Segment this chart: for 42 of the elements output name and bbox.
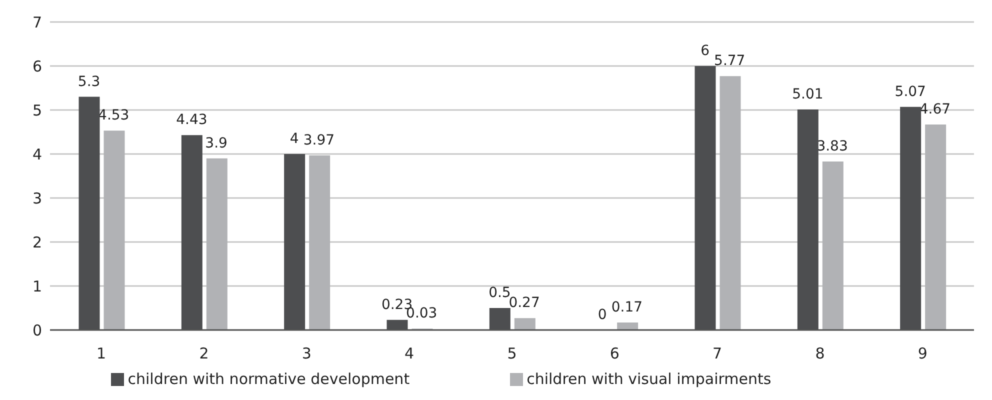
x-tick-label: 3 bbox=[302, 344, 312, 363]
y-tick-label: 0 bbox=[32, 321, 42, 340]
data-label: 4.43 bbox=[176, 112, 208, 128]
bar bbox=[617, 322, 638, 330]
x-tick-label: 4 bbox=[404, 344, 414, 363]
legend-label: children with normative development bbox=[128, 370, 410, 388]
legend-label: children with visual impairments bbox=[526, 370, 772, 388]
x-tick-label: 7 bbox=[712, 344, 722, 363]
x-tick-label: 2 bbox=[199, 344, 209, 363]
bar bbox=[720, 76, 741, 330]
data-label: 4 bbox=[290, 131, 299, 147]
data-label: 4.67 bbox=[919, 102, 951, 118]
bar bbox=[104, 130, 125, 330]
x-tick-label: 1 bbox=[96, 344, 106, 363]
data-label: 0.5 bbox=[488, 285, 511, 301]
x-tick-label: 6 bbox=[610, 344, 620, 363]
y-tick-label: 1 bbox=[32, 277, 42, 296]
bar bbox=[309, 155, 330, 330]
y-tick-label: 3 bbox=[32, 189, 42, 208]
data-label: 5.07 bbox=[894, 84, 926, 100]
y-tick-label: 2 bbox=[32, 233, 42, 252]
data-label: 0 bbox=[598, 307, 607, 323]
data-label: 3.97 bbox=[303, 132, 335, 148]
y-tick-label: 6 bbox=[32, 57, 42, 76]
data-label: 5.3 bbox=[78, 74, 100, 90]
bar bbox=[822, 161, 844, 330]
data-label: 0.27 bbox=[508, 295, 540, 312]
x-tick-label: 8 bbox=[815, 344, 825, 363]
y-tick-label: 5 bbox=[32, 101, 42, 120]
data-label: 5.01 bbox=[792, 86, 824, 103]
data-label: 3.9 bbox=[205, 135, 228, 152]
bar bbox=[514, 318, 536, 330]
bar bbox=[206, 158, 228, 330]
x-tick-label: 5 bbox=[507, 344, 517, 363]
data-label: 0.17 bbox=[611, 300, 643, 316]
y-tick-label: 7 bbox=[32, 13, 42, 32]
data-label: 4.53 bbox=[98, 108, 130, 124]
y-tick-label: 4 bbox=[32, 145, 42, 164]
x-tick-label: 9 bbox=[918, 344, 928, 363]
bar bbox=[925, 124, 946, 330]
data-label: 5.77 bbox=[714, 53, 746, 70]
data-label: 6 bbox=[700, 43, 710, 59]
